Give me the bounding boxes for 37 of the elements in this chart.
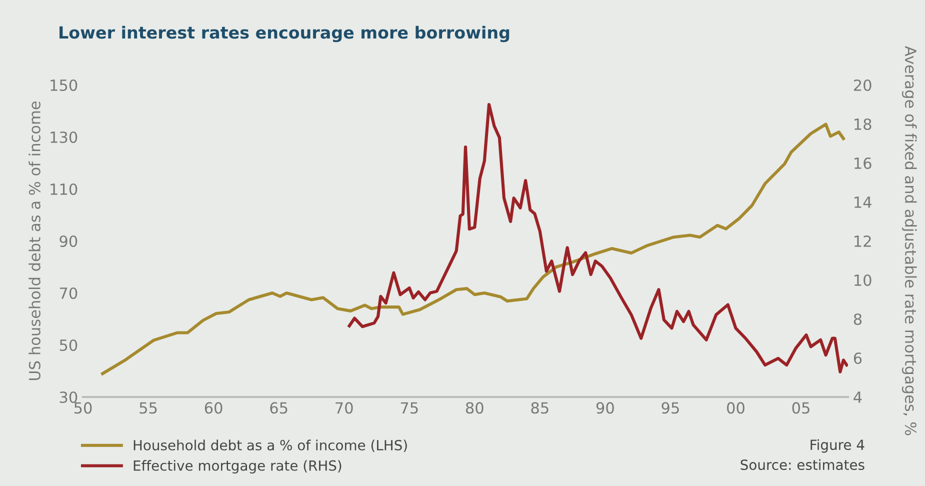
chart-title: Lower interest rates encourage more borrowing — [60, 26, 510, 42]
y-tick-label: 150 — [50, 79, 78, 92]
y2-tick-label: 4 — [854, 392, 862, 403]
y2-tick-label: 6 — [854, 352, 862, 364]
y-tick-label: 70 — [60, 287, 78, 300]
y-tick-label: 50 — [60, 339, 78, 352]
y-tick-label: 110 — [50, 183, 78, 196]
y-tick-label: 90 — [60, 235, 78, 248]
y2-tick-label: 20 — [854, 79, 872, 92]
legend-label: Household debt as a % of income (LHS) — [134, 440, 407, 452]
y-axis-title: US household debt as a % of income — [28, 102, 40, 380]
y-tick-label: 30 — [60, 391, 78, 404]
caption: Figure 4 — [810, 439, 864, 453]
y2-tick-label: 12 — [854, 235, 871, 247]
x-tick-label: 55 — [140, 402, 157, 414]
x-tick-label: 50 — [74, 402, 92, 414]
x-tick-label: 80 — [466, 402, 484, 414]
y2-axis-title: Average of fixed and adjustable rate mortgages, % — [902, 46, 917, 436]
x-tick-label: 70 — [336, 402, 353, 414]
x-tick-label: 00 — [727, 402, 744, 414]
y2-tick-label: 8 — [854, 313, 862, 326]
x-tick-label: 90 — [596, 402, 614, 414]
x-tick-label: 75 — [400, 402, 418, 414]
line-series — [348, 102, 848, 374]
y2-tick-label: 18 — [854, 118, 872, 130]
source-note: Source: estimates — [740, 459, 864, 470]
x-tick-label: 85 — [531, 402, 548, 414]
y2-tick-label: 16 — [854, 157, 872, 170]
legend-label: Effective mortgage rate (RHS) — [134, 460, 342, 474]
y2-tick-label: 14 — [854, 196, 872, 208]
line-series — [101, 122, 845, 376]
y-tick-label: 130 — [50, 131, 78, 144]
y2-tick-label: 10 — [854, 274, 872, 286]
x-tick-label: 60 — [204, 402, 222, 414]
x-tick-label: 95 — [662, 402, 679, 414]
x-tick-label: 05 — [792, 402, 810, 414]
x-tick-label: 65 — [270, 402, 288, 414]
